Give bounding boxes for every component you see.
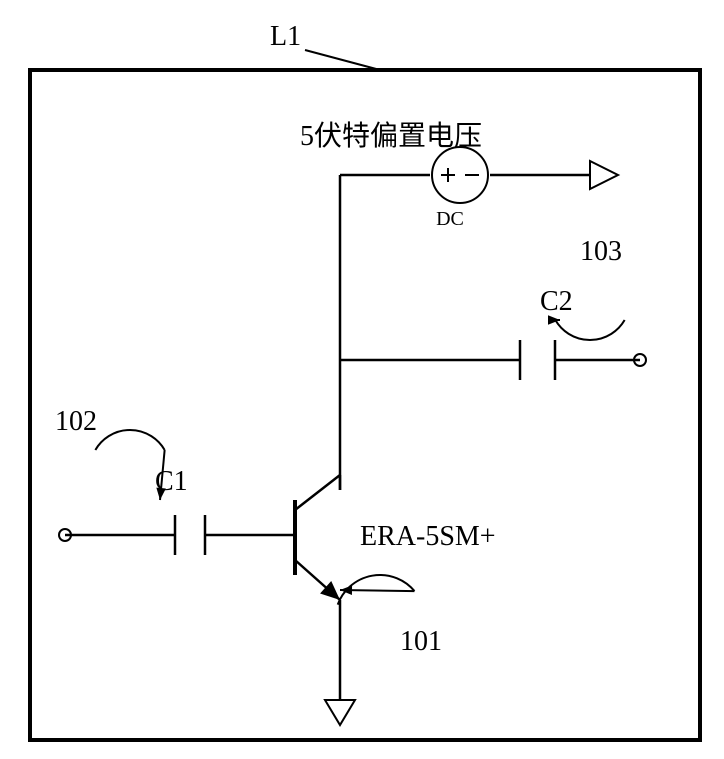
ground-icon	[325, 700, 355, 725]
circuit-diagram: L15伏特偏置电压C1C2ERA-5SM+DC101102103	[0, 0, 724, 759]
leader-102	[95, 430, 164, 450]
label-102: 102	[55, 406, 97, 437]
frame-box	[30, 70, 700, 740]
label-DC: DC	[436, 208, 464, 230]
leader-103	[555, 320, 624, 340]
label-part: ERA-5SM+	[360, 521, 496, 552]
label-101: 101	[400, 626, 442, 657]
output-arrow-icon	[590, 161, 618, 189]
label-103: 103	[580, 236, 622, 267]
label-L1: L1	[270, 21, 301, 52]
dc-source-icon	[432, 147, 488, 203]
label-C2: C2	[540, 286, 573, 317]
